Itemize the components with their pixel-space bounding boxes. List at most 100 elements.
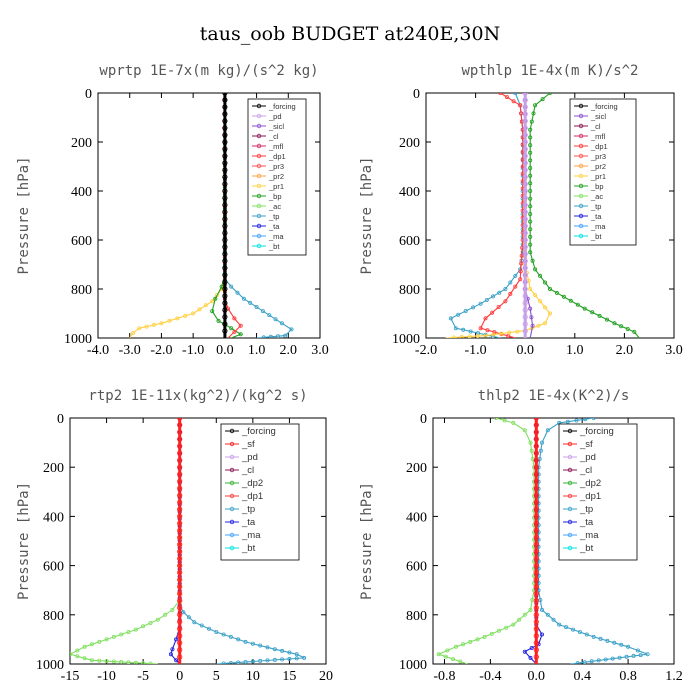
series-marker xyxy=(475,637,480,642)
series-marker xyxy=(533,633,539,639)
series-marker xyxy=(177,598,183,604)
series-marker xyxy=(174,637,179,642)
y-tick-label: 800 xyxy=(43,609,64,624)
series-marker xyxy=(453,644,458,649)
series-marker xyxy=(519,261,524,266)
series-marker xyxy=(533,612,539,618)
legend-label: _bt xyxy=(241,543,256,554)
series-marker xyxy=(461,642,466,647)
series-marker xyxy=(260,309,265,314)
series-marker xyxy=(163,612,168,617)
series-marker xyxy=(471,305,476,310)
series-marker xyxy=(243,660,248,664)
legend-label: _forcing xyxy=(241,426,276,437)
series-marker xyxy=(206,626,211,631)
series-marker xyxy=(522,160,528,166)
series-marker xyxy=(222,125,228,131)
legend-marker xyxy=(256,123,262,129)
x-tick-label: -4.0 xyxy=(87,343,109,358)
series-marker xyxy=(522,216,528,222)
legend-label: _ta xyxy=(268,222,280,231)
series-marker xyxy=(502,418,507,423)
series-marker xyxy=(533,293,538,298)
series-marker xyxy=(170,607,175,612)
y-tick-label: 400 xyxy=(71,185,92,200)
series-marker xyxy=(507,330,512,335)
series-marker xyxy=(545,428,550,433)
series-marker xyxy=(528,150,533,155)
series-marker xyxy=(533,626,539,632)
series-marker xyxy=(568,298,573,303)
series-marker xyxy=(617,655,622,660)
series-marker xyxy=(513,284,518,289)
series-marker xyxy=(511,622,516,627)
x-tick-label: -2.0 xyxy=(150,343,172,358)
series-marker xyxy=(475,333,480,338)
legend-marker xyxy=(567,454,573,460)
series-marker xyxy=(522,202,528,208)
x-tick-label: 1.2 xyxy=(665,669,683,684)
series-marker xyxy=(294,652,299,657)
legend-marker xyxy=(256,223,262,229)
series-marker xyxy=(168,652,173,657)
series-marker xyxy=(518,277,523,282)
series-marker xyxy=(222,132,228,138)
series-marker xyxy=(221,632,226,637)
legend-label: _ma xyxy=(579,530,599,541)
series-marker xyxy=(222,202,228,208)
series-marker xyxy=(548,286,553,291)
legend-label: _tp xyxy=(268,212,279,221)
x-tick-label: -15 xyxy=(61,669,80,684)
series-marker xyxy=(515,329,520,334)
series-marker xyxy=(222,307,228,313)
series-marker xyxy=(222,97,228,103)
series-marker xyxy=(533,103,538,108)
legend-label: _pr1 xyxy=(268,182,284,191)
series-marker xyxy=(632,329,637,334)
series-marker xyxy=(175,316,180,321)
series-marker xyxy=(533,591,539,597)
series-marker xyxy=(294,656,299,661)
legend-label: _forcing xyxy=(590,102,618,111)
series-marker xyxy=(155,617,160,622)
series-marker xyxy=(528,165,533,170)
series-marker xyxy=(522,314,528,320)
series-marker xyxy=(82,656,87,661)
legend-marker xyxy=(229,506,235,512)
series-marker xyxy=(70,652,72,657)
series-marker xyxy=(533,619,539,625)
series-marker xyxy=(483,316,488,321)
x-tick-label: -1.0 xyxy=(182,343,204,358)
series-marker xyxy=(445,648,450,653)
series-marker xyxy=(151,322,156,327)
series-marker xyxy=(216,318,221,323)
legend-box xyxy=(569,98,637,246)
series-marker xyxy=(141,624,146,629)
legend-marker xyxy=(256,193,262,199)
series-marker xyxy=(177,612,183,618)
x-tick-label: 0.0 xyxy=(528,669,546,684)
series-marker xyxy=(529,119,534,124)
series-marker xyxy=(222,300,228,306)
series-marker xyxy=(232,316,237,321)
panel-title: wprtp 1E-7x(m kg)/(s^2 kg) xyxy=(99,63,318,79)
legend-label: _sicl xyxy=(268,122,284,131)
legend-marker xyxy=(567,545,573,551)
panel-title: thlp2 1E-4x(K^2)/s xyxy=(478,388,630,404)
series-marker xyxy=(181,610,186,615)
series-marker xyxy=(456,312,461,317)
series-marker xyxy=(533,534,539,541)
series-marker xyxy=(530,323,535,328)
legend-marker xyxy=(256,133,262,139)
y-axis-label: Pressure [hPa] xyxy=(359,482,375,600)
series-marker xyxy=(522,244,528,250)
series-marker xyxy=(543,305,548,310)
legend-label: _pr2 xyxy=(268,172,284,181)
series-marker xyxy=(528,181,533,186)
series-marker xyxy=(551,617,556,622)
series-marker xyxy=(276,334,280,338)
series-marker xyxy=(522,195,528,201)
series-marker xyxy=(199,623,204,628)
x-tick-label: -0.8 xyxy=(433,669,455,684)
legend-label: _bp xyxy=(268,192,282,201)
